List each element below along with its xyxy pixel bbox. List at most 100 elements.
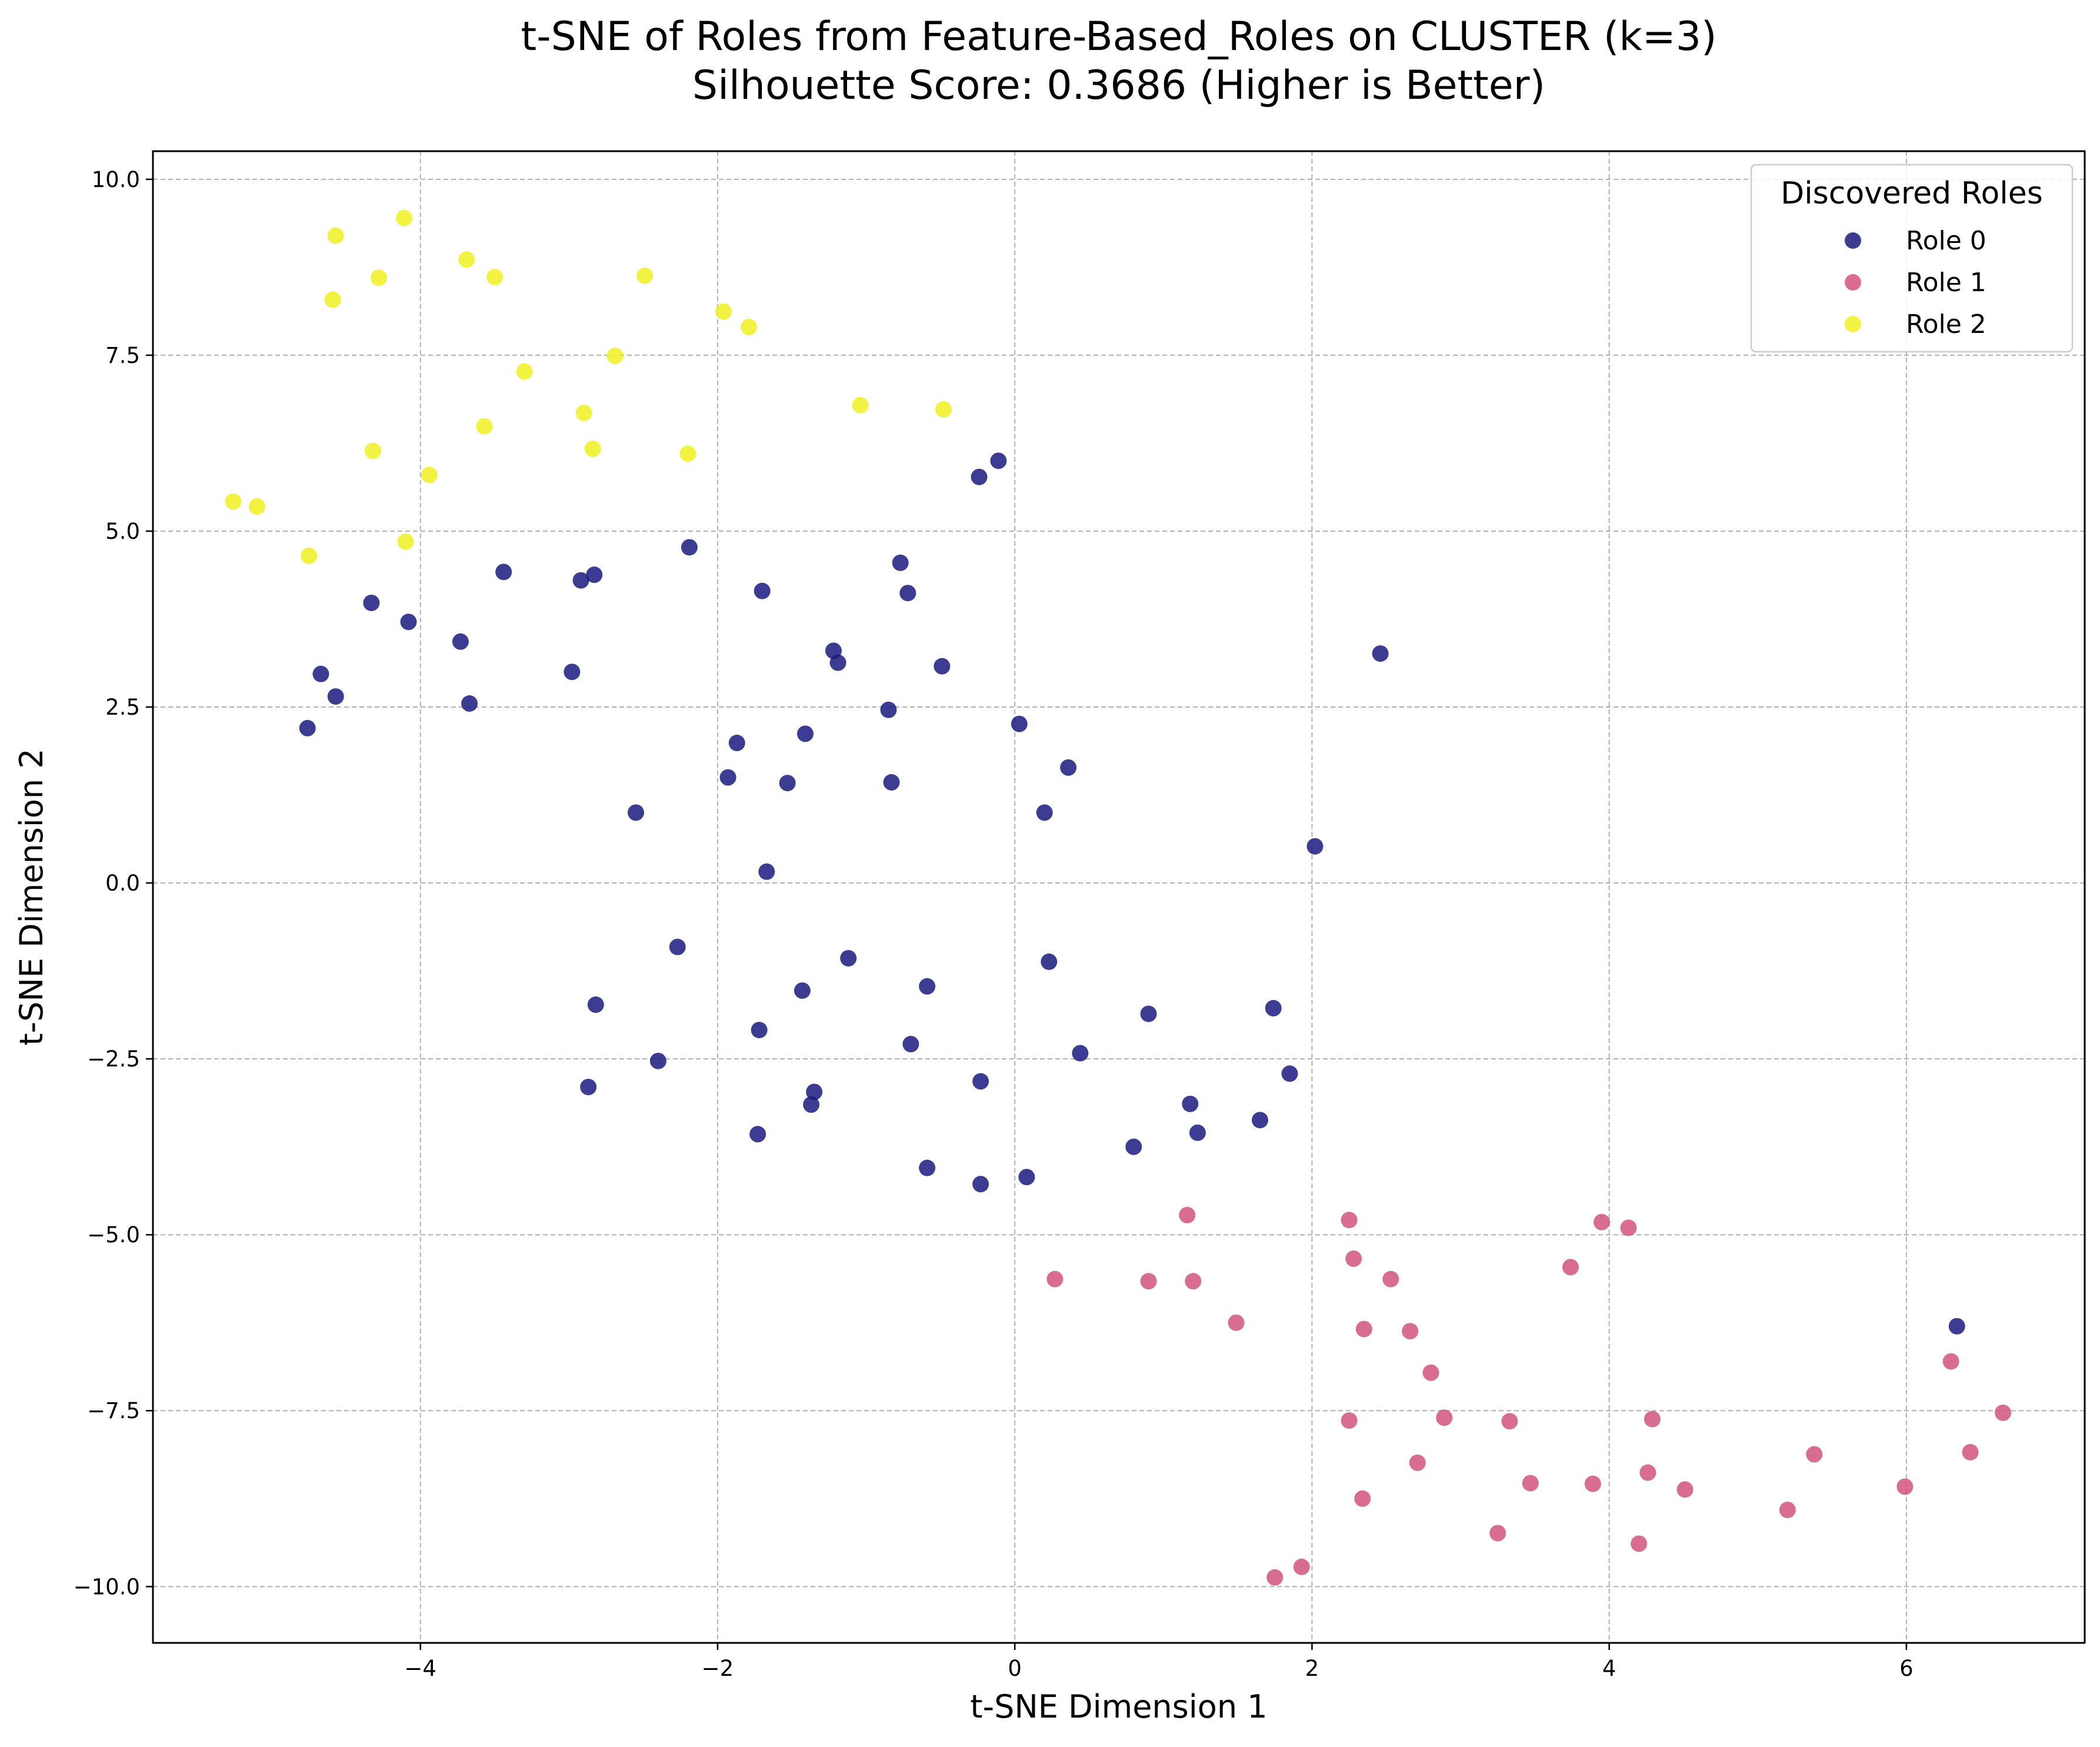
x-tick-label: 4: [1602, 1656, 1616, 1681]
x-tick-label: −4: [404, 1656, 436, 1681]
data-point: [899, 585, 916, 602]
data-point: [452, 633, 469, 650]
data-point: [803, 1096, 820, 1113]
data-point: [1341, 1412, 1358, 1429]
data-point: [370, 269, 387, 286]
data-point: [1041, 953, 1058, 971]
data-point: [829, 654, 846, 671]
data-point: [1594, 1213, 1610, 1231]
y-tick-label: −10.0: [74, 1574, 140, 1599]
data-point: [649, 1052, 666, 1069]
data-point: [1402, 1323, 1419, 1340]
data-point: [628, 804, 644, 821]
data-point: [1293, 1558, 1310, 1575]
data-point: [1125, 1138, 1142, 1155]
data-point: [476, 418, 493, 435]
y-tick-label: 0.0: [105, 871, 140, 896]
data-point: [1896, 1478, 1914, 1495]
data-point: [1436, 1409, 1453, 1426]
data-point: [1995, 1404, 2012, 1421]
data-point: [1228, 1314, 1245, 1331]
data-point: [1060, 759, 1077, 776]
data-point: [852, 396, 869, 414]
data-point: [400, 614, 417, 631]
data-point: [1266, 1569, 1284, 1586]
data-point: [1584, 1475, 1601, 1492]
data-point: [892, 554, 909, 571]
legend-marker: [1845, 232, 1861, 249]
data-point: [461, 695, 478, 712]
data-point: [587, 996, 604, 1013]
legend-marker: [1845, 316, 1861, 332]
data-point: [883, 774, 900, 791]
legend-box: [1750, 164, 2074, 353]
data-point: [586, 566, 603, 584]
data-point: [421, 466, 438, 484]
data-point: [1345, 1250, 1362, 1267]
data-point: [749, 1126, 766, 1143]
data-point: [458, 251, 475, 268]
chart-title-line-2: Silhouette Score: 0.3686 (Higher is Bett…: [692, 62, 1545, 109]
y-tick-label: 5.0: [105, 519, 140, 544]
data-point: [1182, 1095, 1199, 1112]
data-point: [1355, 1321, 1372, 1338]
data-point: [715, 303, 732, 320]
scatter-points: [225, 209, 2012, 1586]
data-point: [1489, 1525, 1506, 1542]
x-tick-label: 6: [1899, 1656, 1914, 1681]
axis-ticks: −4 −2 0 2 4 6 −10.0 −7.5 −5.0 −2.5 0.0 2.5 5.0 7.5 10.…: [74, 167, 1914, 1681]
data-point: [636, 267, 654, 284]
data-point: [1501, 1413, 1518, 1430]
data-point: [1942, 1353, 1959, 1370]
data-point: [584, 441, 601, 458]
data-point: [516, 363, 533, 380]
y-axis-label: t-SNE Dimension 2: [13, 748, 50, 1045]
y-tick-label: −5.0: [87, 1222, 140, 1248]
data-point: [740, 319, 757, 336]
data-point: [1620, 1219, 1637, 1236]
data-point: [972, 1073, 989, 1090]
data-point: [751, 1022, 768, 1039]
data-point: [1382, 1271, 1399, 1288]
data-point: [580, 1078, 597, 1095]
data-point: [1354, 1490, 1371, 1507]
data-point: [1140, 1273, 1157, 1290]
data-point: [754, 582, 771, 599]
data-point: [794, 982, 811, 999]
data-point: [486, 269, 504, 286]
series-role-2: [225, 209, 952, 564]
series-role-0: [299, 452, 1965, 1335]
data-point: [606, 348, 624, 365]
x-axis-label: t-SNE Dimension 1: [970, 1688, 1267, 1725]
data-point: [1072, 1045, 1089, 1062]
data-point: [919, 978, 936, 995]
x-tick-label: 2: [1305, 1656, 1319, 1681]
data-point: [840, 950, 857, 967]
data-point: [934, 658, 951, 675]
data-point: [1036, 804, 1053, 821]
legend-label: Role 2: [1906, 309, 1986, 339]
data-point: [1185, 1273, 1202, 1290]
data-point: [564, 664, 581, 681]
data-point: [880, 701, 897, 718]
data-point: [669, 938, 686, 955]
data-point: [1018, 1169, 1035, 1186]
data-point: [1522, 1475, 1539, 1492]
y-tick-label: 7.5: [105, 343, 140, 368]
data-point: [1409, 1454, 1426, 1471]
y-tick-label: 10.0: [92, 167, 140, 192]
data-point: [990, 452, 1007, 469]
x-tick-label: 0: [1008, 1656, 1022, 1681]
data-point: [1306, 838, 1324, 855]
series-role-1: [1046, 1206, 2012, 1586]
data-point: [681, 539, 698, 556]
data-point: [919, 1159, 936, 1176]
data-point: [1948, 1318, 1965, 1335]
x-tick-label: −2: [702, 1656, 734, 1681]
data-point: [312, 665, 329, 682]
data-point: [1281, 1065, 1298, 1082]
data-point: [806, 1083, 823, 1101]
data-point: [575, 404, 592, 421]
data-point: [1372, 645, 1389, 662]
legend-label: Role 1: [1906, 268, 1986, 298]
